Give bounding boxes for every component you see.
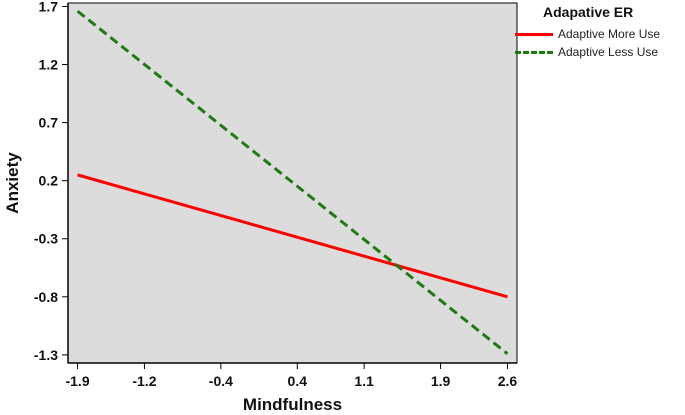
legend-item-less-use: Adaptive Less Use bbox=[515, 43, 683, 61]
x-tick-label: 2.6 bbox=[498, 373, 518, 389]
y-tick-label: -0.3 bbox=[34, 231, 58, 247]
legend-label-more-use: Adaptive More Use bbox=[558, 27, 661, 41]
legend: Adapative ER Adaptive More Use Adaptive … bbox=[515, 4, 683, 61]
legend-swatch-less-use bbox=[515, 50, 553, 54]
x-tick-label: 0.4 bbox=[288, 373, 308, 389]
x-axis-ticks: -1.9 -1.2 -0.4 0.4 1.1 1.9 2.6 bbox=[65, 363, 517, 389]
y-tick-label: -1.3 bbox=[34, 347, 58, 363]
legend-title: Adapative ER bbox=[543, 4, 634, 20]
y-tick-label: 1.7 bbox=[39, 0, 59, 14]
legend-label-less-use: Adaptive Less Use bbox=[558, 45, 659, 59]
x-tick-label: 1.9 bbox=[431, 373, 451, 389]
y-axis-label: Anxiety bbox=[3, 152, 22, 214]
x-tick-label: -1.9 bbox=[65, 373, 89, 389]
y-tick-label: -0.8 bbox=[34, 289, 58, 305]
x-tick-label: 1.1 bbox=[354, 373, 374, 389]
x-tick-label: -1.2 bbox=[132, 373, 156, 389]
series-line-less-use bbox=[76, 9, 509, 355]
y-tick-label: 0.2 bbox=[39, 173, 59, 189]
y-tick-label: 0.7 bbox=[39, 115, 59, 131]
x-axis-label: Mindfulness bbox=[243, 395, 342, 414]
legend-swatch-more-use bbox=[515, 32, 553, 36]
legend-item-more-use: Adaptive More Use bbox=[515, 25, 683, 43]
y-axis-ticks: 1.7 1.2 0.7 0.2 -0.3 -0.8 -1.3 bbox=[34, 0, 68, 363]
y-tick-label: 1.2 bbox=[39, 57, 59, 73]
series-lines bbox=[76, 9, 509, 355]
x-tick-label: -0.4 bbox=[209, 373, 233, 389]
series-line-more-use bbox=[77, 173, 508, 299]
